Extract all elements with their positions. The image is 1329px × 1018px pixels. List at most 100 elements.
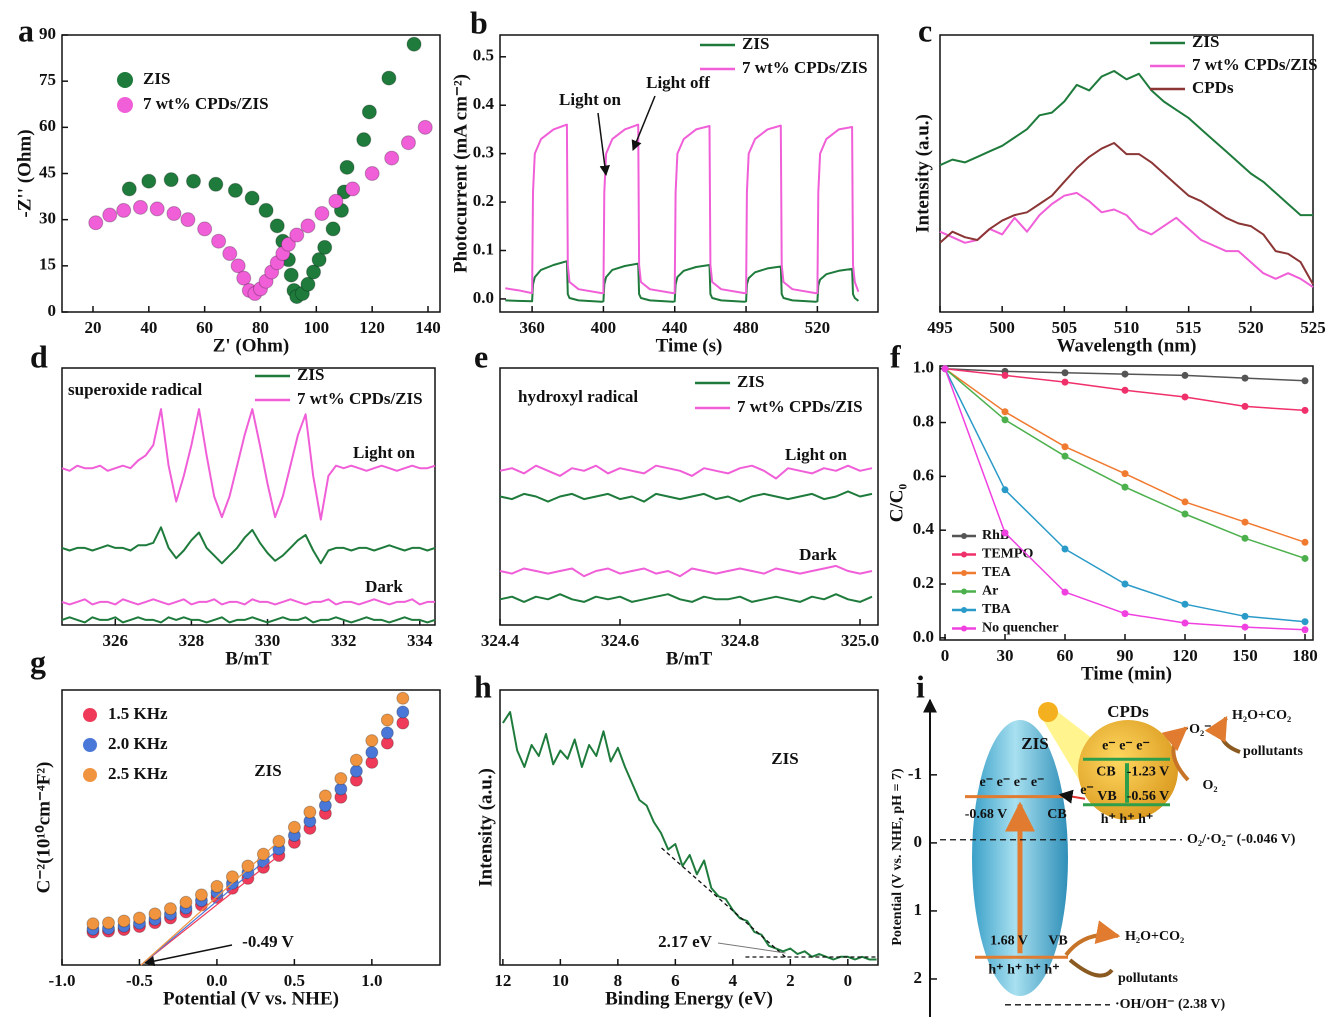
legend-marker bbox=[961, 588, 967, 595]
y-axis-title: Potential (V vs. NHE, pH = 7) bbox=[890, 768, 905, 946]
point bbox=[361, 104, 377, 120]
point bbox=[121, 181, 137, 197]
x-tick-label: 330 bbox=[255, 631, 281, 650]
y-axis-title: -Z'' (Ohm) bbox=[14, 129, 35, 217]
legend-label: 7 wt% CPDs/ZIS bbox=[742, 58, 868, 77]
band-name: VB bbox=[1048, 933, 1067, 948]
point bbox=[269, 218, 285, 234]
annotation: ZIS bbox=[771, 749, 798, 768]
x-tick-label: 326 bbox=[103, 631, 129, 650]
x-tick-label: 505 bbox=[1052, 318, 1078, 337]
annotation: Light on bbox=[559, 90, 621, 109]
x-tick-label: 515 bbox=[1176, 318, 1202, 337]
pointer bbox=[717, 942, 786, 954]
annotation: superoxide radical bbox=[68, 380, 203, 399]
marker bbox=[1061, 443, 1069, 451]
x-tick-label: 1.0 bbox=[361, 971, 382, 990]
reaction-arrow bbox=[1204, 715, 1241, 754]
marker bbox=[1241, 612, 1249, 620]
marker bbox=[1061, 588, 1069, 596]
y-axis-title: C/C₀ bbox=[886, 483, 907, 522]
arrow bbox=[597, 112, 610, 177]
x-tick-label: 10 bbox=[552, 971, 569, 990]
annotation: hydroxyl radical bbox=[518, 387, 638, 406]
y-tick-label: -1 bbox=[908, 764, 922, 783]
legend-marker bbox=[961, 570, 967, 576]
level-label: -0.68 V bbox=[965, 807, 1008, 822]
x-axis-title: Time (min) bbox=[1081, 663, 1172, 684]
point bbox=[258, 202, 274, 218]
tangent-line bbox=[140, 855, 280, 966]
point bbox=[396, 705, 410, 719]
y-tick-label: 0.0 bbox=[473, 288, 494, 307]
marker bbox=[1181, 510, 1189, 518]
legend-marker bbox=[117, 72, 133, 88]
point bbox=[211, 233, 227, 249]
x-tick-label: 360 bbox=[519, 318, 545, 337]
y-tick-label: 90 bbox=[39, 24, 56, 43]
marker bbox=[1001, 408, 1009, 416]
x-tick-label: 8 bbox=[614, 971, 623, 990]
arrow bbox=[631, 95, 656, 151]
x-tick-label: 12 bbox=[494, 971, 511, 990]
point bbox=[349, 753, 363, 767]
annotation: -0.49 V bbox=[242, 932, 294, 951]
x-axis-title: Wavelength (nm) bbox=[1057, 335, 1197, 356]
point bbox=[300, 218, 316, 234]
x-axis-title: Binding Energy (eV) bbox=[605, 988, 773, 1009]
point bbox=[287, 820, 301, 834]
legend-marker bbox=[961, 533, 967, 539]
electrons: e⁻ e⁻ e⁻ bbox=[1102, 738, 1150, 753]
y-tick-label: 0.3 bbox=[473, 143, 494, 162]
point bbox=[132, 199, 148, 215]
x-tick-label: 80 bbox=[252, 318, 269, 337]
x-tick-label: 324.8 bbox=[721, 631, 759, 650]
y-tick-label: 0 bbox=[914, 832, 923, 851]
point bbox=[102, 207, 118, 223]
x-tick-label: 60 bbox=[1057, 646, 1074, 665]
x-tick-label: 40 bbox=[140, 318, 157, 337]
transfer-label: e⁻ bbox=[1080, 783, 1094, 798]
panel-label: e bbox=[474, 338, 488, 374]
panel-label: c bbox=[918, 12, 932, 48]
marker bbox=[1181, 498, 1189, 506]
x-tick-label: 332 bbox=[331, 631, 357, 650]
panel-label: a bbox=[18, 12, 34, 48]
x-tick-label: 520 bbox=[805, 318, 831, 337]
panel-label: b bbox=[470, 4, 488, 40]
x-tick-label: 480 bbox=[733, 318, 759, 337]
point bbox=[210, 879, 224, 893]
point bbox=[185, 173, 201, 189]
marker bbox=[941, 365, 949, 373]
marker bbox=[1301, 626, 1309, 634]
series-line bbox=[505, 260, 860, 303]
point bbox=[380, 713, 394, 727]
point bbox=[365, 745, 379, 759]
x-tick-label: 334 bbox=[407, 631, 433, 650]
reaction-arrow bbox=[1064, 920, 1121, 957]
holes: h⁺ h⁺ h⁺ bbox=[1101, 812, 1154, 827]
y-axis-title: Intensity (a.u.) bbox=[475, 768, 496, 887]
level-label: -0.56 V bbox=[1127, 789, 1170, 804]
y-tick-label: 0.5 bbox=[473, 46, 494, 65]
y-tick-label: 0.4 bbox=[473, 94, 495, 113]
y-tick-label: 0 bbox=[48, 301, 57, 320]
legend-label: ZIS bbox=[742, 34, 769, 53]
plot-frame bbox=[499, 34, 879, 313]
legend-label: 7 wt% CPDs/ZIS bbox=[1192, 55, 1318, 74]
plot-frame bbox=[939, 365, 1314, 641]
y-tick-label: 75 bbox=[39, 70, 56, 89]
point bbox=[400, 135, 416, 151]
marker bbox=[1061, 378, 1069, 386]
dark-line bbox=[499, 593, 873, 603]
x-tick-label: 525 bbox=[1300, 318, 1326, 337]
x-tick-label: 328 bbox=[179, 631, 205, 650]
point bbox=[365, 734, 379, 748]
marker bbox=[1301, 554, 1309, 562]
point bbox=[141, 173, 157, 189]
holes: h⁺ h⁺ h⁺ h⁺ bbox=[988, 962, 1059, 977]
annotation: Light on bbox=[353, 443, 415, 462]
x-tick-label: 0 bbox=[941, 646, 950, 665]
redox-label: ·OH/OH⁻ (2.38 V) bbox=[1115, 997, 1226, 1012]
y-tick-label: 0.1 bbox=[473, 239, 494, 258]
